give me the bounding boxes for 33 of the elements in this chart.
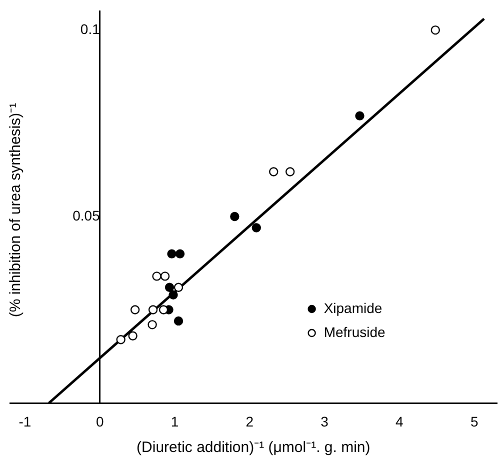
x-tick-label: 4 <box>396 413 404 430</box>
point <box>167 249 176 258</box>
point <box>160 272 170 281</box>
point <box>285 167 295 176</box>
x-tick-label: 2 <box>246 413 254 430</box>
x-tick-label: 5 <box>470 413 478 430</box>
legend-label: Xipamide <box>324 300 382 316</box>
point <box>269 167 278 176</box>
y-tick-label: 0.1 <box>80 20 100 37</box>
x-axis-title: (Diuretic addition)⁻¹ (μmol⁻¹. g. min) <box>136 439 370 456</box>
point <box>430 25 440 35</box>
point <box>148 320 157 330</box>
point <box>164 282 174 292</box>
point <box>158 305 168 314</box>
point <box>128 331 138 340</box>
point <box>130 305 140 314</box>
point <box>355 111 364 120</box>
y-axis-title: (% inhibition of urea synthesis)⁻¹ <box>7 102 24 318</box>
point <box>152 272 162 281</box>
point <box>168 290 178 300</box>
legend-label: Mefruside <box>324 324 386 340</box>
y-tick-label: 0.05 <box>72 207 100 224</box>
point <box>174 282 184 292</box>
point <box>230 212 240 222</box>
point <box>252 223 261 232</box>
point <box>175 249 185 258</box>
point <box>174 316 184 326</box>
x-tick-label: 1 <box>170 413 179 430</box>
point <box>116 335 126 344</box>
point <box>148 305 158 314</box>
x-tick-label: -1 <box>18 413 32 430</box>
x-tick-label: 3 <box>320 413 329 430</box>
x-tick-label: 0 <box>96 413 104 430</box>
